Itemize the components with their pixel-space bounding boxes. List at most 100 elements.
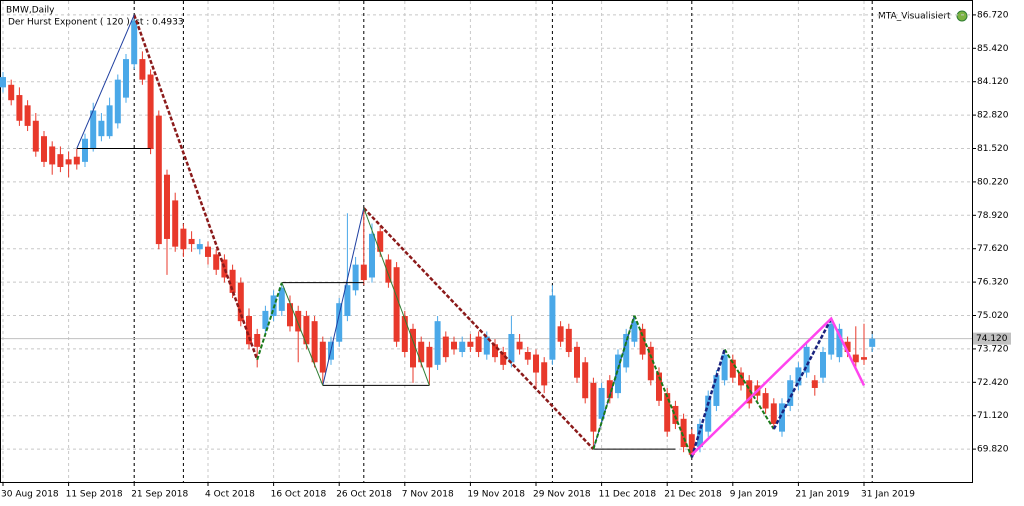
candle-body: [246, 316, 252, 345]
candle-body: [508, 334, 515, 363]
candle-body: [401, 316, 408, 352]
candle-body: [303, 316, 310, 345]
candle-body: [393, 267, 400, 342]
candle-body: [172, 200, 179, 247]
last-price-label: 74.120: [976, 334, 1008, 344]
candle-body: [196, 244, 203, 250]
x-tick-label: 7 Nov 2018: [402, 490, 454, 500]
candle-body: [344, 285, 351, 317]
candle-body: [713, 375, 720, 406]
x-tick-label: 9 Jan 2019: [730, 490, 778, 500]
last-price-box: [973, 332, 1011, 345]
chart-title: BMW,Daily: [6, 6, 55, 16]
candle-body: [615, 354, 621, 394]
candle-body: [820, 351, 826, 378]
candle-body: [836, 328, 843, 358]
candle-body: [16, 95, 23, 121]
zigzag-line: [363, 207, 430, 386]
candle-body: [65, 159, 72, 165]
candle-body: [524, 351, 531, 360]
candle-body: [811, 380, 818, 388]
candle-body: [98, 120, 105, 137]
y-tick-label: 71.120: [977, 411, 1009, 421]
candle-body: [549, 295, 556, 360]
candle-body: [574, 346, 580, 378]
candle-body: [762, 393, 769, 409]
y-tick-label: 78.920: [977, 211, 1009, 221]
candle-body: [656, 372, 662, 401]
candle-body: [213, 254, 220, 270]
candle-body: [803, 346, 810, 373]
candle-body: [32, 120, 39, 152]
candle-body: [828, 323, 835, 355]
candle-body: [410, 328, 416, 368]
candle-body: [41, 136, 47, 162]
y-tick-label: 75.020: [977, 311, 1009, 321]
x-tick-label: 21 Jan 2019: [795, 490, 849, 500]
candle-body: [565, 328, 572, 352]
x-tick-label: 31 Jan 2019: [861, 490, 915, 500]
indicator-text: Der Hurst Exponent ( 120 ) ist : 0.4933: [8, 18, 184, 28]
candle-body: [688, 434, 695, 455]
candle-body: [369, 233, 375, 278]
candle-body: [697, 423, 703, 448]
candle-body: [164, 174, 170, 239]
x-tick-label: 21 Dec 2018: [664, 490, 722, 500]
candle-body: [237, 282, 244, 322]
candle-body: [377, 231, 384, 252]
candle-body: [795, 367, 802, 386]
candle-body: [123, 59, 129, 98]
candle-body: [57, 154, 64, 168]
x-tick-label: 29 Nov 2018: [533, 490, 591, 500]
x-tick-label: 11 Dec 2018: [599, 490, 657, 500]
y-tick-label: 85.420: [977, 44, 1009, 54]
candle-body: [147, 74, 154, 150]
candle-body: [336, 303, 343, 342]
y-tick-label: 77.620: [977, 244, 1009, 254]
zigzag-line: [723, 348, 775, 430]
candle-body: [606, 380, 613, 399]
candle-body: [82, 138, 88, 162]
candle-body: [73, 156, 80, 165]
x-tick-label: 30 Aug 2018: [1, 490, 59, 500]
candle-body: [49, 146, 56, 165]
candle-body: [746, 380, 753, 404]
candle-body: [680, 418, 687, 448]
candle-body: [541, 362, 548, 386]
zigzag-line: [690, 316, 866, 456]
candle-body: [664, 393, 671, 432]
candle-body: [8, 84, 15, 101]
candle-body: [516, 341, 523, 350]
candle-body: [254, 334, 261, 347]
y-tick-label: 76.320: [977, 278, 1009, 288]
candle-body: [869, 338, 876, 347]
candle-body: [205, 246, 211, 257]
candle-body: [451, 341, 457, 350]
candle-body: [229, 269, 236, 293]
candle-body: [426, 346, 433, 368]
zigzag-line: [690, 349, 726, 458]
candle-body: [672, 405, 679, 424]
x-tick-label: 19 Nov 2018: [467, 490, 525, 500]
zigzag-line: [76, 14, 135, 149]
zigzag-line: [281, 282, 324, 386]
zigzag-line: [362, 207, 595, 450]
candle-body: [623, 334, 630, 368]
candle-body: [278, 287, 285, 311]
candle-body: [188, 238, 195, 245]
zigzag-line: [592, 315, 636, 450]
candle-body: [705, 395, 712, 432]
candle-body: [180, 228, 187, 250]
candle-body: [352, 264, 359, 291]
plot-frame: [0, 0, 973, 483]
indicator-icon: [956, 10, 968, 22]
candle-body: [779, 403, 785, 432]
candle-body: [483, 336, 490, 355]
candle-body: [721, 354, 728, 381]
candle-body: [639, 328, 646, 355]
candle-body: [90, 110, 97, 150]
y-tick-label: 81.520: [977, 144, 1009, 154]
zigzag-line: [133, 14, 259, 361]
candle-body: [385, 259, 392, 283]
